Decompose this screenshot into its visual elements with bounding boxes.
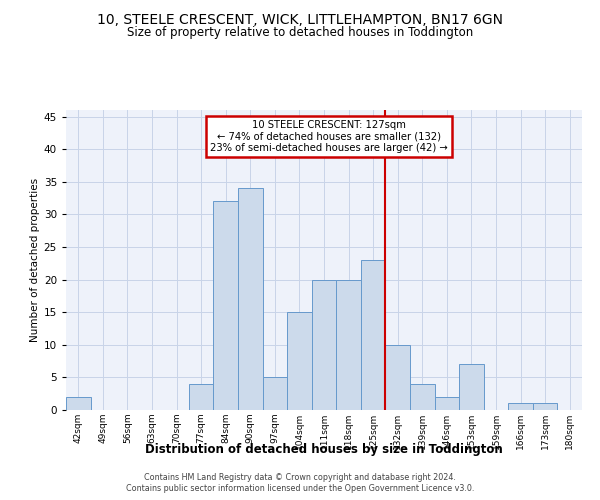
Text: Contains HM Land Registry data © Crown copyright and database right 2024.: Contains HM Land Registry data © Crown c…	[144, 472, 456, 482]
Text: Contains public sector information licensed under the Open Government Licence v3: Contains public sector information licen…	[126, 484, 474, 493]
Text: Size of property relative to detached houses in Toddington: Size of property relative to detached ho…	[127, 26, 473, 39]
Bar	[410, 384, 434, 410]
Bar	[434, 397, 459, 410]
Text: Distribution of detached houses by size in Toddington: Distribution of detached houses by size …	[145, 442, 503, 456]
Bar	[459, 364, 484, 410]
Text: 10 STEELE CRESCENT: 127sqm
← 74% of detached houses are smaller (132)
23% of sem: 10 STEELE CRESCENT: 127sqm ← 74% of deta…	[210, 120, 448, 153]
Bar	[361, 260, 385, 410]
Bar	[238, 188, 263, 410]
Bar	[385, 345, 410, 410]
Y-axis label: Number of detached properties: Number of detached properties	[29, 178, 40, 342]
Bar	[214, 202, 238, 410]
Bar	[312, 280, 336, 410]
Bar	[66, 397, 91, 410]
Bar	[263, 378, 287, 410]
Bar	[189, 384, 214, 410]
Bar	[336, 280, 361, 410]
Bar	[287, 312, 312, 410]
Text: 10, STEELE CRESCENT, WICK, LITTLEHAMPTON, BN17 6GN: 10, STEELE CRESCENT, WICK, LITTLEHAMPTON…	[97, 12, 503, 26]
Bar	[508, 404, 533, 410]
Bar	[533, 404, 557, 410]
